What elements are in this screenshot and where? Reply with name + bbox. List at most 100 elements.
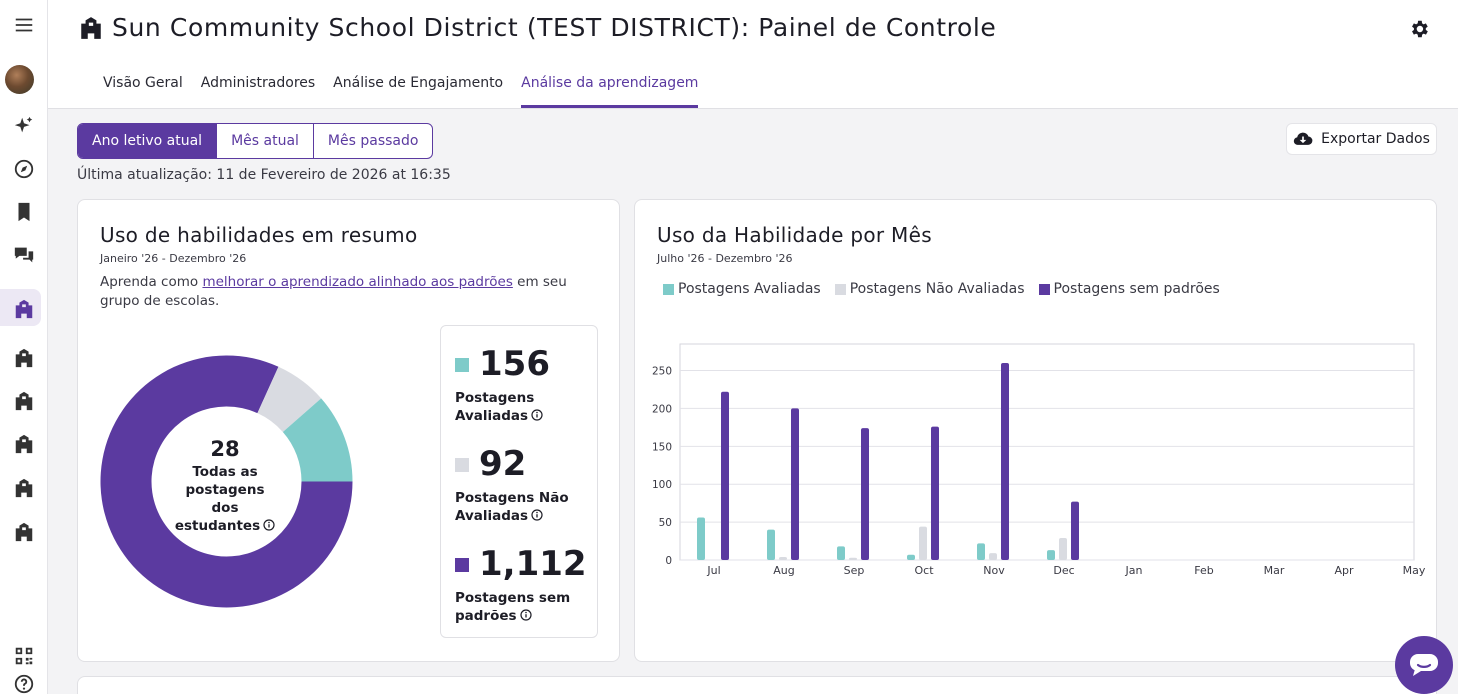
export-button[interactable]: Exportar Dados <box>1286 123 1437 155</box>
stat-value: 1,112 <box>479 544 587 584</box>
bar-aug-s1 <box>779 556 787 560</box>
bar-aug-s0 <box>767 529 775 560</box>
legend-swatch <box>663 283 674 295</box>
stat-label: Postagens sem padrões <box>455 589 575 625</box>
school-icon[interactable] <box>0 338 48 378</box>
menu-icon[interactable] <box>0 5 48 45</box>
chat-bubbles-icon[interactable] <box>0 235 48 275</box>
page-title: Sun Community School District (TEST DIST… <box>112 13 997 42</box>
donut-label-text: Todas as postagens dos estudantes <box>174 464 265 534</box>
bar-nov-s2 <box>1001 362 1009 560</box>
monthly-subtitle: Julho '26 - Dezembro '26 <box>657 252 793 265</box>
last-update: Última atualização: 11 de Fevereiro de 2… <box>77 167 451 183</box>
district-icon <box>81 16 101 39</box>
monthly-title: Uso da Habilidade por Mês <box>657 223 932 247</box>
x-tick-label: Mar <box>1264 564 1285 577</box>
sparkle-icon[interactable] <box>0 106 48 146</box>
x-tick-label: Aug <box>773 564 794 577</box>
stat-label-text: Postagens Não Avaliadas <box>455 490 569 524</box>
info-icon[interactable] <box>519 609 532 621</box>
bar-dec-s0 <box>1047 550 1055 560</box>
x-tick-label: Nov <box>983 564 1005 577</box>
bar-oct-s2 <box>931 426 939 560</box>
bar-sep-s2 <box>861 428 869 560</box>
tab-learning[interactable]: Análise da aprendizagem <box>521 75 699 108</box>
learn-text: Aprenda como melhorar o aprendizado alin… <box>100 273 605 311</box>
stat-swatch <box>455 358 469 372</box>
period-filter: Ano letivo atual Mês atual Mês passado <box>77 123 434 159</box>
info-icon[interactable] <box>263 519 275 531</box>
bar-jul-s2 <box>721 391 729 560</box>
bar-dec-s1 <box>1059 538 1067 560</box>
x-tick-label: Sep <box>844 564 865 577</box>
school-icon[interactable] <box>0 424 48 464</box>
legend-label: Postagens sem padrões <box>1053 281 1220 297</box>
donut-label: Todas as postagens dos estudantes <box>170 463 280 535</box>
school-icon[interactable] <box>0 468 48 508</box>
filter-current-school-year[interactable]: Ano letivo atual <box>78 124 218 158</box>
bar-jul-s0 <box>697 517 705 560</box>
plot-area <box>679 343 1415 561</box>
stat-label-text: Postagens Avaliadas <box>455 390 535 424</box>
filter-last-month[interactable]: Mês passado <box>327 133 419 149</box>
info-icon[interactable] <box>531 409 543 421</box>
compass-icon[interactable] <box>0 149 48 189</box>
avatar[interactable] <box>5 65 34 94</box>
stats-panel: 156 Postagens Avaliadas 92 Postagens Não… <box>440 325 598 638</box>
qr-code-icon[interactable] <box>0 636 48 676</box>
donut-slice-evaluated <box>282 398 353 482</box>
x-tick-label: Oct <box>914 564 934 577</box>
tab-bar: Visão Geral Administradores Análise de E… <box>103 75 716 108</box>
donut-chart <box>100 355 353 608</box>
bar-sep-s1 <box>849 557 857 560</box>
learn-prefix: Aprenda como <box>100 274 199 290</box>
bookmark-icon[interactable] <box>0 192 48 232</box>
y-tick-label: 0 <box>665 555 672 567</box>
x-tick-label: May <box>1403 564 1426 577</box>
info-icon[interactable] <box>531 509 543 521</box>
stat-value: 156 <box>479 344 550 384</box>
school-icon[interactable] <box>0 381 48 421</box>
y-tick-label: 150 <box>652 441 672 453</box>
bar-dec-s2 <box>1071 501 1079 560</box>
school-icon[interactable] <box>0 512 48 552</box>
learn-link[interactable]: melhorar o aprendizado alinhado aos padr… <box>202 274 513 290</box>
tab-overview[interactable]: Visão Geral <box>103 75 183 91</box>
x-tick-label: Jul <box>706 564 720 577</box>
summary-subtitle: Janeiro '26 - Dezembro '26 <box>100 252 247 265</box>
summary-card: Uso de habilidades em resumo Janeiro '26… <box>77 199 620 662</box>
bottom-card <box>77 676 1437 694</box>
stat-value: 92 <box>479 444 527 484</box>
stat-label: Postagens Avaliadas <box>455 389 575 425</box>
stat-swatch <box>455 558 469 572</box>
legend-swatch <box>1038 283 1050 295</box>
donut-slice-no-standards <box>100 355 353 608</box>
donut-slice-not-evaluated <box>257 366 322 433</box>
monthly-bar-chart: 0 50 100 150 200 250 Jul Aug Sep Oct Nov Dec Jan Feb M… <box>652 343 1426 577</box>
tab-administrators[interactable]: Administradores <box>200 75 316 91</box>
donut-count: 28 <box>210 437 240 461</box>
district-dashboard-icon[interactable] <box>0 289 48 329</box>
page-header: Sun Community School District (TEST DIST… <box>48 0 1458 109</box>
legend-evaluated[interactable]: Postagens Avaliadas <box>663 281 821 297</box>
y-tick-label: 250 <box>652 366 672 378</box>
help-icon[interactable] <box>0 664 48 694</box>
legend-not-evaluated[interactable]: Postagens Não Avaliadas <box>834 281 1025 297</box>
gear-icon[interactable] <box>1408 18 1430 40</box>
legend-swatch <box>834 283 846 295</box>
y-tick-label: 50 <box>659 517 672 529</box>
filter-current-month[interactable]: Mês atual <box>217 124 314 158</box>
legend-no-standards[interactable]: Postagens sem padrões <box>1038 281 1220 297</box>
bar-oct-s1 <box>919 526 927 560</box>
learn-suffix: em seu grupo de escolas. <box>100 274 567 309</box>
bar-sep-s0 <box>837 546 845 560</box>
monthly-card: Uso da Habilidade por Mês Julho '26 - De… <box>634 199 1437 662</box>
legend-label: Postagens Não Avaliadas <box>849 281 1025 297</box>
x-tick-label: Jan <box>1125 564 1143 577</box>
bar-oct-s0 <box>907 554 915 560</box>
tab-engagement[interactable]: Análise de Engajamento <box>333 75 504 91</box>
summary-title: Uso de habilidades em resumo <box>100 223 418 247</box>
chart-legend: Postagens Avaliadas Postagens Não Avalia… <box>663 281 1220 297</box>
export-label: Exportar Dados <box>1321 131 1430 147</box>
chat-button[interactable] <box>1395 636 1453 694</box>
